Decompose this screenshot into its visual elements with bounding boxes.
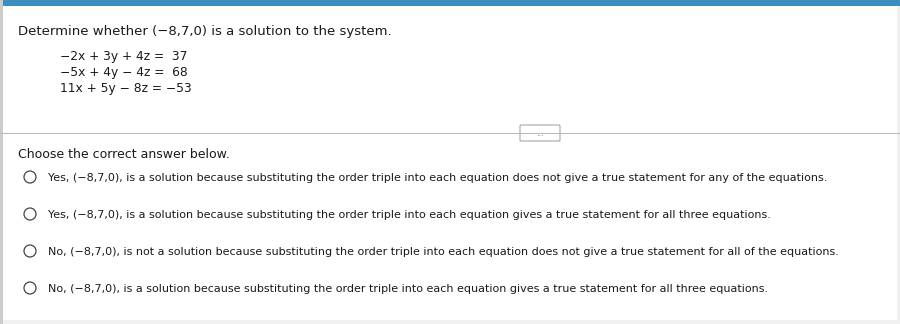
Text: Determine whether (−8,7,0) is a solution to the system.: Determine whether (−8,7,0) is a solution… bbox=[18, 25, 392, 38]
Text: Yes, (−8,7,0), is a solution because substituting the order triple into each equ: Yes, (−8,7,0), is a solution because sub… bbox=[48, 210, 771, 220]
Text: −2x + 3y + 4z =  37: −2x + 3y + 4z = 37 bbox=[60, 50, 187, 63]
FancyBboxPatch shape bbox=[0, 0, 3, 324]
FancyBboxPatch shape bbox=[0, 0, 900, 6]
FancyBboxPatch shape bbox=[3, 6, 897, 320]
Text: Yes, (−8,7,0), is a solution because substituting the order triple into each equ: Yes, (−8,7,0), is a solution because sub… bbox=[48, 173, 827, 183]
Text: −5x + 4y − 4z =  68: −5x + 4y − 4z = 68 bbox=[60, 66, 188, 79]
Text: ...: ... bbox=[536, 129, 544, 137]
Text: No, (−8,7,0), is not a solution because substituting the order triple into each : No, (−8,7,0), is not a solution because … bbox=[48, 247, 839, 257]
Text: No, (−8,7,0), is a solution because substituting the order triple into each equa: No, (−8,7,0), is a solution because subs… bbox=[48, 284, 768, 294]
Text: Choose the correct answer below.: Choose the correct answer below. bbox=[18, 148, 230, 161]
FancyBboxPatch shape bbox=[520, 125, 560, 141]
Text: 11x + 5y − 8z = −53: 11x + 5y − 8z = −53 bbox=[60, 82, 192, 95]
